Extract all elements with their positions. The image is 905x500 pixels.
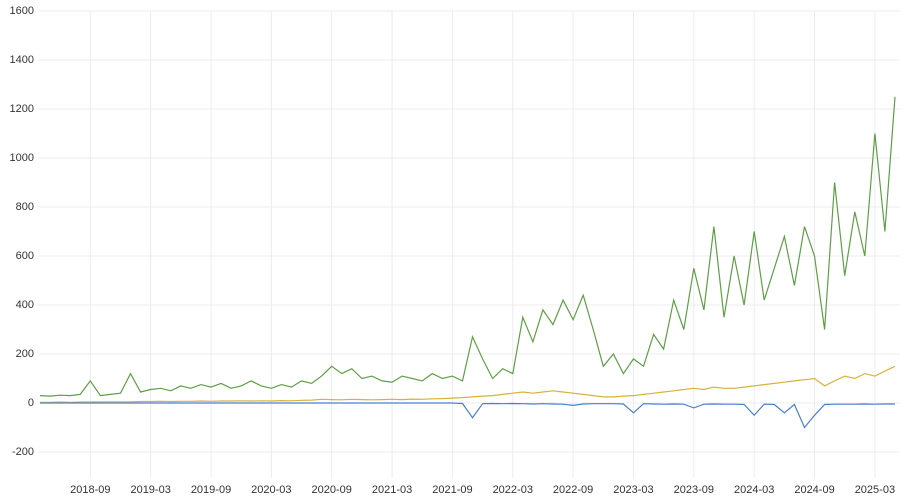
x-tick-label: 2023-03: [613, 484, 653, 496]
series-line: [40, 402, 895, 429]
y-tick-label: 1600: [10, 5, 34, 17]
x-tick-label: 2019-09: [191, 484, 231, 496]
series-line: [39, 96, 896, 397]
x-tick-label: 2025-03: [855, 484, 895, 496]
y-tick-label: 800: [16, 201, 34, 213]
y-tick-label: -200: [12, 446, 34, 458]
y-tick-label: 0: [28, 397, 34, 409]
y-tick-label: 400: [16, 299, 34, 311]
x-tick-label: 2018-09: [70, 484, 110, 496]
series-line: [40, 365, 896, 403]
x-tick-label: 2021-03: [372, 484, 412, 496]
x-tick-label: 2022-03: [493, 484, 533, 496]
x-tick-label: 2023-09: [674, 484, 714, 496]
y-tick-label: 1000: [10, 152, 34, 164]
x-tick-label: 2020-09: [312, 484, 352, 496]
x-tick-label: 2021-09: [432, 484, 472, 496]
x-tick-label: 2024-09: [794, 484, 834, 496]
y-tick-label: 600: [16, 250, 34, 262]
x-tick-label: 2022-09: [553, 484, 593, 496]
y-tick-label: 1400: [10, 54, 34, 66]
y-tick-label: 200: [16, 348, 34, 360]
x-tick-label: 2019-03: [130, 484, 170, 496]
x-tick-label: 2024-03: [734, 484, 774, 496]
x-tick-label: 2020-03: [251, 484, 291, 496]
y-tick-label: 1200: [10, 103, 34, 115]
